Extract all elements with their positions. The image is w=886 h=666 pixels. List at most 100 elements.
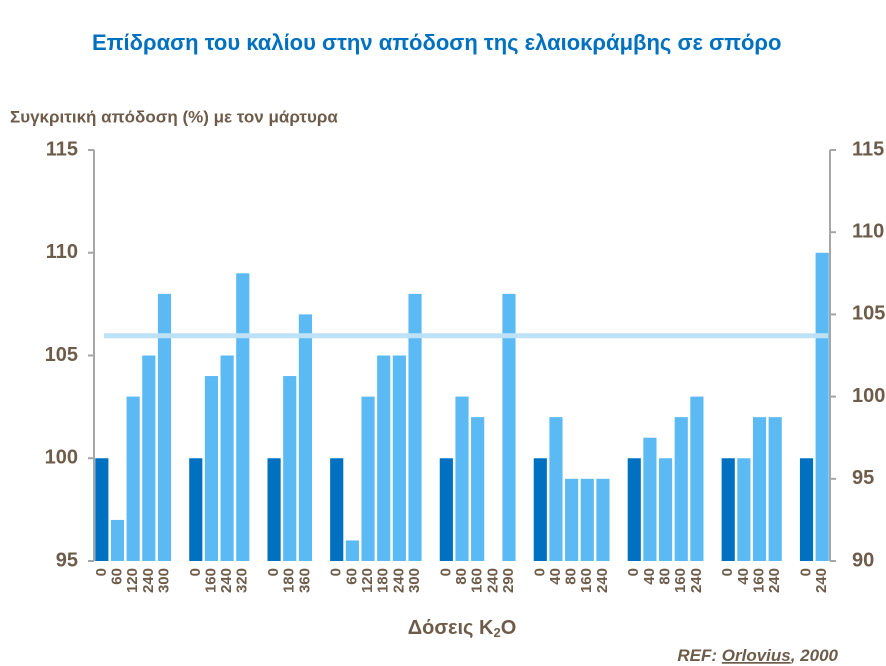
bar [345,540,359,561]
bar [283,376,297,561]
bar [721,458,735,561]
x-tick-label: 180 [375,568,392,593]
reference: REF: Orlovius, 2000 [677,646,838,665]
ref-author: Orlovius [722,646,791,665]
x-tick-label: 240 [594,568,611,593]
x-tick-label: 0 [719,568,736,576]
x-tick-label: 240 [390,568,407,593]
bar [737,458,751,561]
x-tick-label: 60 [343,568,360,585]
bar [674,417,688,561]
bar [752,417,767,561]
bar [471,417,485,561]
x-tick-label: 0 [437,568,454,576]
x-tick-label: 120 [359,568,376,593]
x-tick-label: 360 [296,568,313,593]
bar [533,458,547,561]
y2-tick-label: 100 [852,385,885,407]
x-tick-label: 160 [578,568,595,593]
x-axis-title: Δόσεις K2O [408,617,517,640]
x-tick-label: 80 [563,568,580,585]
bar [455,396,469,561]
bar [392,355,406,561]
x-tick-label: 60 [108,568,125,585]
bar [330,458,344,561]
bar [815,252,829,561]
x-tick-label: 0 [328,568,345,576]
bar [361,396,375,561]
x-tick-label: 40 [735,568,752,585]
x-tick-label: 0 [93,568,110,576]
x-tick-label: 290 [500,568,517,593]
bar [95,458,109,561]
x-tick-label: 40 [547,568,564,585]
y2-tick-label: 90 [852,549,874,571]
bar [110,519,125,561]
bar [267,458,281,561]
x-tick-label: 160 [202,568,219,593]
y-tick-label: 100 [45,447,78,469]
x-tick-label: 0 [531,568,548,576]
bar [502,293,516,561]
bar [377,355,391,561]
bar [157,293,172,561]
x-tick-label: 240 [766,568,783,593]
x-tick-label: 160 [751,568,768,593]
x-axis-title-sub: 2 [493,625,500,640]
y2-tick-label: 95 [852,467,874,489]
bar [408,293,422,561]
x-tick-label: 320 [234,568,251,593]
x-tick-label: 240 [688,568,705,593]
bar [799,458,814,561]
x-tick-label: 0 [625,568,642,576]
bar [690,396,704,561]
x-tick-label: 0 [265,568,282,576]
x-axis-title-suffix: O [501,617,517,639]
bar [439,458,453,561]
bar [658,458,673,561]
bar [643,437,657,561]
bar [627,458,641,561]
x-tick-label: 240 [218,568,235,593]
bar [142,355,156,561]
x-tick-label: 300 [155,568,172,593]
x-tick-label: 40 [641,568,658,585]
x-tick-label: 80 [453,568,470,585]
bar [204,376,219,561]
chart-title: Επίδραση του καλίου στην απόδοση της ελα… [92,30,782,55]
x-tick-label: 160 [469,568,486,593]
y2-tick-label: 105 [852,303,885,325]
bar [580,478,594,561]
x-tick-label: 80 [657,568,674,585]
x-tick-label: 0 [797,568,814,576]
y2-tick-label: 115 [852,138,884,160]
y-tick-label: 105 [45,344,78,366]
x-tick-label: 180 [281,568,298,593]
bar [220,355,234,561]
bar [298,314,312,561]
x-tick-label: 0 [187,568,204,576]
bar [126,396,140,561]
x-axis-title-main: Δόσεις K [408,617,494,639]
x-tick-label: 240 [140,568,157,593]
bar [768,417,782,561]
ref-suffix: , 2000 [790,646,839,665]
bar [549,417,563,561]
y-tick-label: 115 [46,138,78,160]
bar [596,478,610,561]
y-axis-title: Συγκριτική απόδοση (%) με τον μάρτυρα [10,107,338,126]
y-tick-label: 95 [56,549,78,571]
x-tick-label: 160 [672,568,689,593]
bar [236,273,250,561]
y-tick-label: 110 [46,241,78,263]
x-tick-label: 300 [406,568,423,593]
y2-tick-label: 110 [852,220,884,242]
ref-prefix: REF: [677,646,721,665]
x-tick-label: 120 [124,568,141,593]
bar [189,458,203,561]
bar [565,478,579,561]
x-tick-label: 240 [813,568,830,593]
x-tick-label: 240 [484,568,501,593]
